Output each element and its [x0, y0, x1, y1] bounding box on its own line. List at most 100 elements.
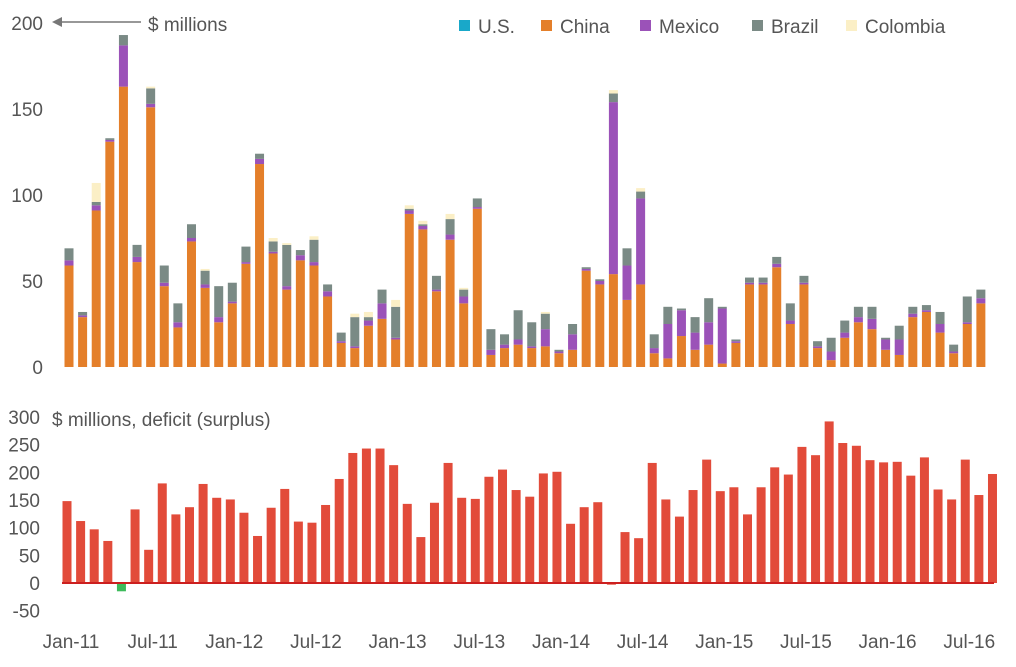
- bar-segment-mexico: [431, 289, 441, 292]
- bar-segment-china: [309, 265, 319, 367]
- bar-segment-china: [336, 342, 346, 367]
- bar-segment-mexico: [350, 346, 360, 349]
- bar-segment-china: [813, 348, 823, 367]
- bar-segment-brazil: [404, 208, 414, 211]
- bar-segment-mexico: [418, 225, 428, 230]
- deficit-bar: [715, 491, 725, 583]
- bar-segment-colombia: [350, 313, 360, 318]
- x-tick-label: Jan-13: [369, 632, 427, 653]
- bar-segment-mexico: [608, 102, 618, 275]
- deficit-bar: [770, 467, 780, 583]
- bar-segment-mexico: [921, 310, 931, 312]
- bar-segment-mexico: [663, 324, 673, 359]
- deficit-bar: [443, 462, 453, 583]
- bar-segment-brazil: [949, 344, 959, 352]
- bar-segment-brazil: [608, 93, 618, 103]
- bar-segment-colombia: [363, 311, 373, 318]
- legend-swatch-mexico: [640, 20, 651, 31]
- bar-segment-mexico: [758, 282, 768, 285]
- bar-segment-mexico: [282, 286, 292, 290]
- bar-segment-mexico: [649, 348, 659, 354]
- bar-segment-china: [118, 86, 128, 367]
- bar-segment-colombia: [540, 311, 550, 314]
- deficit-bar: [103, 540, 113, 583]
- x-tick-label: Jul-15: [780, 632, 832, 653]
- bar-segment-brazil: [785, 303, 795, 321]
- bar-segment-brazil: [935, 311, 945, 324]
- deficit-bar: [470, 498, 480, 583]
- bar-segment-china: [255, 164, 265, 367]
- bar-segment-china: [391, 339, 401, 367]
- deficit-bar: [838, 443, 848, 583]
- bar-segment-brazil: [894, 325, 904, 340]
- bar-segment-brazil: [173, 303, 183, 323]
- bar-segment-china: [146, 107, 156, 367]
- bar-segment-brazil: [799, 275, 809, 283]
- deficit-bar: [906, 475, 916, 583]
- bar-segment-brazil: [445, 219, 455, 235]
- bar-segment-china: [105, 141, 115, 367]
- legend: U.S. China Mexico Brazil Colombia: [459, 17, 946, 38]
- deficit-bar: [457, 497, 467, 583]
- deficit-bar: [674, 516, 684, 583]
- bar-segment-china: [486, 354, 496, 367]
- bar-segment-brazil: [200, 270, 210, 285]
- bar-segment-mexico: [881, 339, 891, 350]
- bar-segment-brazil: [350, 317, 360, 347]
- stacked-bar-chart: [64, 35, 986, 367]
- bar-segment-mexico: [200, 284, 210, 288]
- legend-label-brazil: Brazil: [771, 17, 819, 38]
- bar-segment-china: [418, 229, 428, 367]
- x-tick-label: Jul-13: [453, 632, 505, 653]
- bar-segment-brazil: [146, 88, 156, 104]
- bar-segment-mexico: [241, 262, 251, 264]
- bar-segment-china: [595, 284, 605, 367]
- bar-segment-brazil: [472, 198, 482, 208]
- bar-segment-china: [676, 336, 686, 367]
- bottom-y-tick-label: 150: [8, 491, 40, 512]
- bar-segment-mexico: [840, 332, 850, 338]
- deficit-bar: [688, 490, 698, 583]
- bar-segment-mexico: [404, 210, 414, 214]
- bar-segment-china: [935, 332, 945, 367]
- bar-segment-mexico: [78, 315, 88, 318]
- bar-segment-china: [894, 354, 904, 367]
- bar-segment-brazil: [186, 224, 196, 238]
- bar-segment-china: [350, 348, 360, 367]
- deficit-bar: [239, 512, 249, 583]
- deficit-bar: [593, 502, 603, 583]
- deficit-bar: [348, 452, 358, 583]
- bar-segment-mexico: [581, 268, 591, 271]
- deficit-bar: [76, 521, 86, 583]
- deficit-bar: [743, 514, 752, 583]
- x-tick-label: Jan-11: [43, 632, 100, 653]
- bar-segment-mexico: [554, 351, 564, 354]
- bar-segment-china: [568, 349, 578, 367]
- bar-segment-mexico: [717, 308, 727, 364]
- bar-segment-mexico: [568, 334, 578, 350]
- bar-segment-brazil: [731, 339, 741, 342]
- legend-swatch-brazil: [752, 20, 763, 31]
- bar-segment-brazil: [241, 246, 251, 263]
- bar-segment-china: [962, 324, 972, 367]
- deficit-bar: [293, 521, 303, 583]
- bar-segment-mexico: [132, 256, 142, 263]
- bottom-y-tick-label: -50: [13, 602, 40, 623]
- legend-swatch-colombia: [846, 20, 857, 31]
- bar-segment-china: [500, 348, 510, 367]
- bar-segment-mexico: [295, 255, 305, 261]
- bar-segment-mexico: [472, 207, 482, 209]
- bar-segment-brazil: [921, 305, 931, 311]
- legend-label-us: U.S.: [478, 17, 515, 38]
- bar-segment-brazil: [418, 224, 428, 226]
- bar-segment-mexico: [676, 310, 686, 337]
- bar-segment-colombia: [268, 238, 278, 242]
- bar-segment-china: [200, 287, 210, 367]
- bar-segment-brazil: [826, 337, 836, 352]
- bar-segment-china: [976, 303, 986, 367]
- bar-segment-china: [472, 208, 482, 367]
- bar-segment-china: [513, 344, 523, 367]
- bar-segment-mexico: [949, 351, 959, 354]
- bar-segment-colombia: [282, 243, 292, 245]
- deficit-bar: [756, 487, 766, 583]
